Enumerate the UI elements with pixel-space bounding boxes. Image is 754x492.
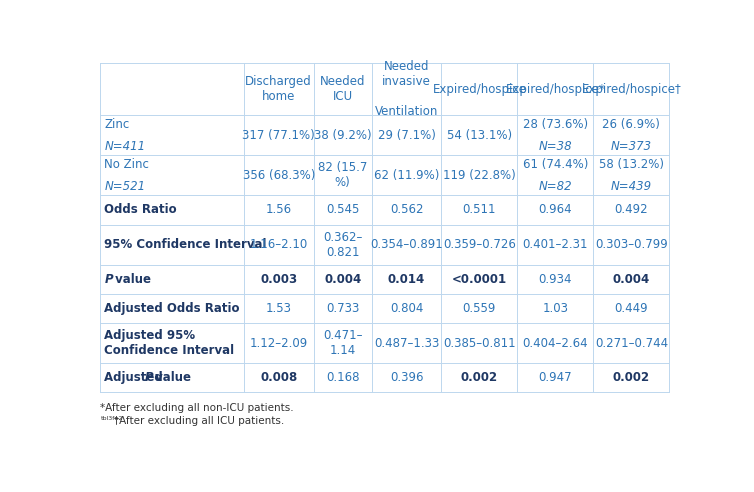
Text: 0.168: 0.168 <box>326 371 360 384</box>
Text: 0.004: 0.004 <box>324 273 361 286</box>
Text: 317 (77.1%): 317 (77.1%) <box>242 129 315 142</box>
Text: 54 (13.1%): 54 (13.1%) <box>447 129 512 142</box>
Text: Expired/hospice*: Expired/hospice* <box>505 83 605 95</box>
Text: value: value <box>151 371 191 384</box>
Text: Adjusted Odds Ratio: Adjusted Odds Ratio <box>104 302 240 315</box>
Text: 119 (22.8%): 119 (22.8%) <box>443 169 516 182</box>
Text: 26 (6.9%): 26 (6.9%) <box>602 118 661 131</box>
Text: 58 (13.2%): 58 (13.2%) <box>599 158 664 171</box>
Text: No Zinc: No Zinc <box>104 158 149 171</box>
Text: tbl3fn2: tbl3fn2 <box>100 416 123 421</box>
Text: N=373: N=373 <box>611 140 652 153</box>
Text: 0.487–1.33: 0.487–1.33 <box>374 337 440 350</box>
Text: 0.733: 0.733 <box>326 302 360 315</box>
Text: N=439: N=439 <box>611 180 652 192</box>
Text: <0.0001: <0.0001 <box>452 273 507 286</box>
Text: 356 (68.3%): 356 (68.3%) <box>243 169 315 182</box>
Text: N=521: N=521 <box>104 180 146 192</box>
Text: N=38: N=38 <box>538 140 572 153</box>
Text: 0.002: 0.002 <box>461 371 498 384</box>
Text: 29 (7.1%): 29 (7.1%) <box>378 129 436 142</box>
Text: Expired/hospice: Expired/hospice <box>433 83 526 95</box>
Text: 0.362–
0.821: 0.362– 0.821 <box>323 231 363 259</box>
Text: 0.449: 0.449 <box>615 302 648 315</box>
Text: Needed
ICU: Needed ICU <box>320 75 366 103</box>
Text: 1.12–2.09: 1.12–2.09 <box>250 337 308 350</box>
Text: *After excluding all non-ICU patients.: *After excluding all non-ICU patients. <box>100 403 294 413</box>
Text: 0.004: 0.004 <box>613 273 650 286</box>
Text: 0.804: 0.804 <box>390 302 423 315</box>
Text: Discharged
home: Discharged home <box>245 75 312 103</box>
Text: 0.934: 0.934 <box>538 273 572 286</box>
Text: Needed
invasive

Ventilation: Needed invasive Ventilation <box>375 60 438 118</box>
Text: P: P <box>145 371 153 384</box>
Text: 1.56: 1.56 <box>265 204 292 216</box>
Text: 0.492: 0.492 <box>615 204 648 216</box>
Text: 0.511: 0.511 <box>463 204 496 216</box>
Text: 0.003: 0.003 <box>260 273 297 286</box>
Text: Odds Ratio: Odds Ratio <box>104 204 177 216</box>
Text: 82 (15.7
%): 82 (15.7 %) <box>318 161 367 189</box>
Text: 0.562: 0.562 <box>390 204 423 216</box>
Text: 0.404–2.64: 0.404–2.64 <box>523 337 588 350</box>
Text: 1.16–2.10: 1.16–2.10 <box>250 238 308 251</box>
Text: 0.303–0.799: 0.303–0.799 <box>595 238 668 251</box>
Text: 0.271–0.744: 0.271–0.744 <box>595 337 668 350</box>
Text: 0.359–0.726: 0.359–0.726 <box>443 238 516 251</box>
Text: value: value <box>111 273 151 286</box>
Text: Adjusted 95%
Confidence Interval: Adjusted 95% Confidence Interval <box>104 329 234 357</box>
Text: 95% Confidence Interval: 95% Confidence Interval <box>104 238 267 251</box>
Text: 0.014: 0.014 <box>388 273 425 286</box>
Text: N=82: N=82 <box>538 180 572 192</box>
Text: 0.002: 0.002 <box>613 371 650 384</box>
Text: 0.401–2.31: 0.401–2.31 <box>523 238 588 251</box>
Text: N=411: N=411 <box>104 140 146 153</box>
Text: 0.471–
1.14: 0.471– 1.14 <box>323 329 363 357</box>
Text: 38 (9.2%): 38 (9.2%) <box>314 129 372 142</box>
Text: 0.964: 0.964 <box>538 204 572 216</box>
Text: P: P <box>104 273 113 286</box>
Text: 0.008: 0.008 <box>260 371 297 384</box>
Text: 1.03: 1.03 <box>542 302 569 315</box>
Text: 0.396: 0.396 <box>390 371 423 384</box>
Text: 0.947: 0.947 <box>538 371 572 384</box>
Text: 0.545: 0.545 <box>326 204 360 216</box>
Text: Adjusted: Adjusted <box>104 371 167 384</box>
Text: Zinc: Zinc <box>104 118 130 131</box>
Text: Expired/hospice†: Expired/hospice† <box>581 83 681 95</box>
Text: 1.53: 1.53 <box>265 302 292 315</box>
Text: 0.354–0.891: 0.354–0.891 <box>370 238 443 251</box>
Text: †After excluding all ICU patients.: †After excluding all ICU patients. <box>115 416 285 426</box>
Text: 62 (11.9%): 62 (11.9%) <box>374 169 440 182</box>
Text: 0.559: 0.559 <box>463 302 496 315</box>
Text: 28 (73.6%): 28 (73.6%) <box>523 118 588 131</box>
Text: 0.385–0.811: 0.385–0.811 <box>443 337 516 350</box>
Text: 61 (74.4%): 61 (74.4%) <box>523 158 588 171</box>
